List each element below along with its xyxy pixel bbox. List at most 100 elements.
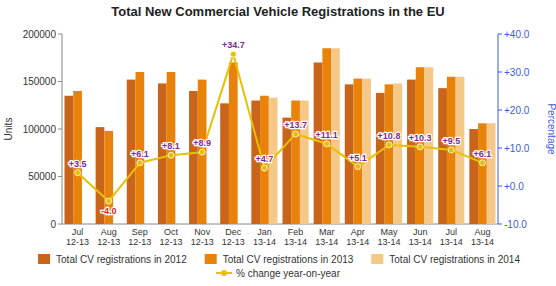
line-marker	[479, 160, 485, 166]
x-tick-label-line: 13-14	[471, 237, 494, 247]
x-tick-label: Dec12-13	[222, 227, 245, 247]
x-tick-label: Aug13-14	[471, 227, 494, 247]
data-label: +6.1	[131, 149, 149, 159]
x-tick-label-line: Mar	[319, 227, 335, 237]
line-marker	[448, 147, 454, 153]
y-axis-title: Units	[3, 118, 14, 141]
y-tick-label: 200000	[23, 29, 57, 40]
legend-swatch	[205, 254, 217, 264]
bar	[447, 77, 456, 224]
line-marker	[417, 144, 423, 150]
bar	[362, 79, 371, 224]
data-label: +8.1	[162, 141, 180, 151]
bar	[158, 83, 167, 224]
y-tick	[58, 34, 62, 35]
y2-tick	[498, 148, 502, 149]
legend-marker	[221, 270, 227, 276]
x-tick-label-line: Nov	[194, 227, 211, 237]
legend: Total CV registrations in 2012 Total CV r…	[38, 254, 520, 279]
bar	[385, 84, 394, 224]
x-tick-label-line: Aug	[101, 227, 117, 237]
y-tick-label: 150000	[23, 76, 57, 87]
y-tick	[58, 81, 62, 82]
bar	[478, 123, 487, 224]
legend-item: Total CV registrations in 2012	[38, 254, 187, 265]
y2-axis-title: Percentage	[546, 103, 556, 155]
y2-tick-label: +0.0	[504, 181, 524, 192]
line	[78, 54, 483, 201]
legend-swatch	[38, 254, 50, 264]
bar	[376, 93, 385, 224]
legend-label: Total CV registrations in 2012	[56, 254, 187, 265]
x-tick-label-line: 12-13	[159, 237, 182, 247]
x-tick-label-line: 12-13	[66, 237, 89, 247]
x-tick-label-line: 13-14	[377, 237, 400, 247]
data-label: +34.7	[222, 40, 245, 50]
line-marker	[168, 152, 174, 158]
data-label: +10.8	[378, 131, 401, 141]
line-marker	[230, 51, 236, 57]
bar	[393, 83, 402, 224]
x-tick-label: Jul13-14	[440, 227, 463, 247]
line-marker	[75, 170, 81, 176]
data-label: +13.7	[284, 120, 307, 130]
x-tick-label-line: Oct	[164, 227, 179, 237]
x-tick-label-line: 12-13	[191, 237, 214, 247]
y2-tick	[498, 110, 502, 111]
data-label: +3.5	[69, 159, 87, 169]
x-tick-label-line: May	[380, 227, 398, 237]
y2-axis-line	[498, 34, 499, 224]
data-label: +9.5	[442, 136, 460, 146]
y2-tick-label: +10.0	[504, 143, 530, 154]
legend-swatch	[371, 254, 383, 264]
x-tick-label-line: Aug	[474, 227, 490, 237]
y-tick	[58, 176, 62, 177]
y2-tick-label: +20.0	[504, 105, 530, 116]
y2-tick	[498, 34, 502, 35]
y-tick-label: 50000	[28, 171, 56, 182]
axes: 0 50000 100000 150000 200000 -10.0 +0.0 +10.0 +2…	[3, 29, 556, 248]
bar	[189, 91, 198, 224]
x-tick-label-line: Apr	[351, 227, 365, 237]
y-tick-label: 0	[50, 219, 56, 230]
x-tick-label: Feb13-14	[284, 227, 307, 247]
title: Total New Commercial Vehicle Registratio…	[111, 4, 445, 19]
y-tick	[58, 224, 62, 225]
x-tick-label-line: 13-14	[315, 237, 338, 247]
bar	[198, 80, 207, 224]
x-tick-label-line: 13-14	[346, 237, 369, 247]
x-tick-label: Apr13-14	[346, 227, 369, 247]
x-tick-label-line: Sep	[132, 227, 148, 237]
x-tick-label-line: Jul	[72, 227, 84, 237]
x-tick-label-line: Jan	[257, 227, 272, 237]
line-marker	[261, 165, 267, 171]
x-tick-label: Jul12-13	[66, 227, 89, 247]
x-tick-label: Jun13-14	[409, 227, 432, 247]
line-marker	[355, 164, 361, 170]
x-tick-label-line: Jun	[413, 227, 428, 237]
y-tick-label: 100000	[23, 124, 57, 135]
y2-tick-label: +30.0	[504, 67, 530, 78]
data-label: +4.7	[256, 154, 274, 164]
x-tick-label-line: 12-13	[128, 237, 151, 247]
data-label: -4.0	[101, 206, 117, 216]
data-label: +8.9	[193, 138, 211, 148]
x-tick-label-line: Feb	[288, 227, 304, 237]
bar	[314, 63, 323, 225]
legend-item: % change year-on-year	[216, 268, 341, 279]
x-tick-label-line: 12-13	[222, 237, 245, 247]
x-tick-label: Oct12-13	[159, 227, 182, 247]
bar	[73, 91, 82, 224]
x-tick-label-line: 12-13	[97, 237, 120, 247]
bar	[425, 67, 434, 224]
legend-label: Total CV registrations in 2014	[389, 254, 520, 265]
y-tick	[58, 129, 62, 130]
bar	[487, 123, 496, 224]
y2-tick-label: -10.0	[504, 219, 527, 230]
x-tick-label-line: 13-14	[440, 237, 463, 247]
legend-item: Total CV registrations in 2014	[371, 254, 520, 265]
line-marker	[293, 131, 299, 137]
bar	[456, 77, 465, 224]
line-marker	[324, 141, 330, 147]
x-tick-label: Jan13-14	[253, 227, 276, 247]
